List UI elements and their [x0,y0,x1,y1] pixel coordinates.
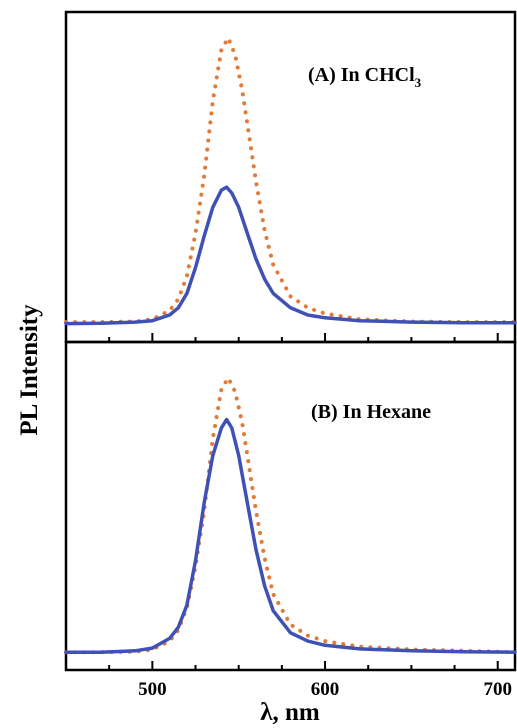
panel-b-dotted-series-line [64,376,517,655]
panel-b: (B) In Hexane [64,340,517,672]
panel-a-solid-series-line [64,185,517,326]
panel-b-solid-series-line [64,417,517,654]
panel-b-ticks [65,661,499,670]
panel-b-label: (B) In Hexane [311,401,431,423]
panel-a-label: (A) In CHCl3 [308,64,422,90]
panel-a-label-subscript: 3 [415,75,422,90]
panel-a-frame [64,10,517,344]
panel-a-dotted-series-line [64,36,517,325]
panel-b-label-main: (B) In Hexane [311,401,431,423]
x-tick-label-500: 500 [138,679,167,700]
x-tick-label-600: 600 [311,679,340,700]
panel-b-frame [64,340,517,672]
panel-a-ticks [65,333,499,342]
x-axis-label: λ, nm [260,699,320,726]
x-tick-labels: 500 600 700 [138,679,512,700]
panel-a: (A) In CHCl3 [64,10,517,344]
panel-b-series [64,376,517,655]
panel-a-series [64,36,517,326]
panel-a-label-main: (A) In CHCl [308,64,415,86]
x-tick-label-700: 700 [483,679,512,700]
y-axis-label: PL Intensity [16,304,43,436]
